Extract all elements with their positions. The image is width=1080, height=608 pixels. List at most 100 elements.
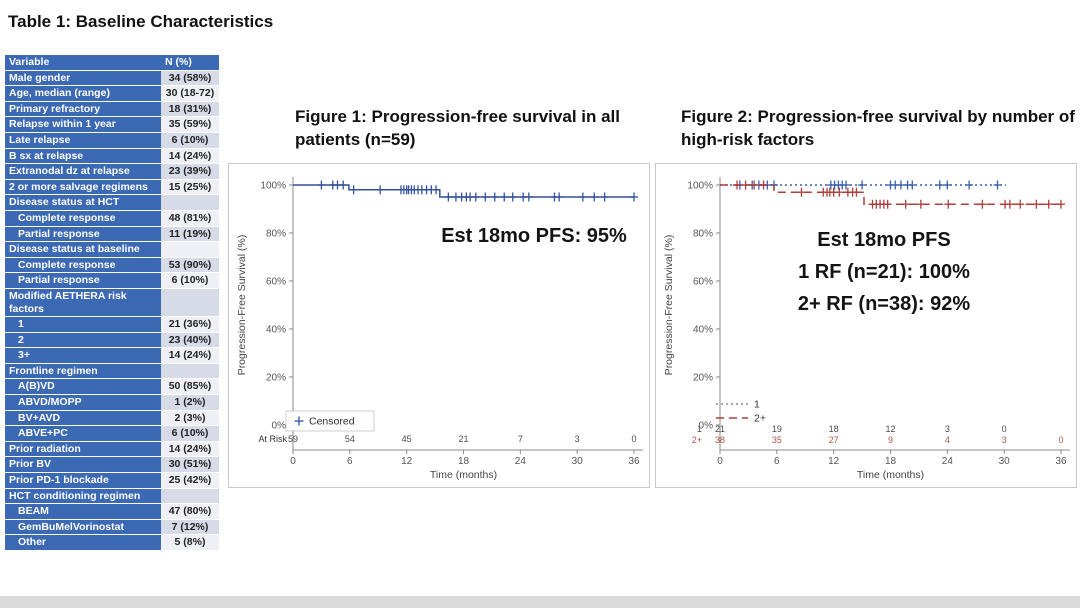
table-row: 2 23 (40%) <box>5 332 219 349</box>
x-tick-label: 12 <box>401 456 413 467</box>
at-risk-value: 0 <box>1058 435 1063 445</box>
bottom-bar <box>0 596 1080 608</box>
table-row-label: Prior BV <box>5 456 161 474</box>
table-row-value: 48 (81%) <box>161 210 219 227</box>
table-row-value: 6 (10%) <box>161 132 219 149</box>
at-risk-value: 9 <box>888 435 893 445</box>
table-row: 3+ 14 (24%) <box>5 347 219 364</box>
y-axis-title: Progression-Free Survival (%) <box>236 235 248 376</box>
table-row-value: 34 (58%) <box>161 70 219 87</box>
table-row-value: 35 (59%) <box>161 116 219 133</box>
table-row-label: Partial response <box>5 272 161 289</box>
x-tick-label: 0 <box>290 456 296 467</box>
table-row: Prior PD-1 blockade 25 (42%) <box>5 472 219 489</box>
at-risk-value: 19 <box>772 424 782 434</box>
at-risk-row-label: 1 <box>697 424 702 434</box>
y-tick-label: 0% <box>272 421 287 432</box>
table-row-label: Relapse within 1 year <box>5 116 161 133</box>
table-row-label: 2 or more salvage regimens <box>5 179 161 196</box>
table-row-value <box>161 241 219 258</box>
table-row: Other 5 (8%) <box>5 534 219 551</box>
legend-label: Censored <box>309 416 355 428</box>
at-risk-value: 12 <box>885 424 895 434</box>
table-row-value: 18 (31%) <box>161 101 219 118</box>
at-risk-value: 3 <box>1002 435 1007 445</box>
at-risk-value: 3 <box>575 434 580 444</box>
legend-label: 1 <box>754 399 760 411</box>
x-axis-title: Time (months) <box>857 469 924 481</box>
table-row: Disease status at baseline <box>5 241 219 258</box>
table-row-label: A(B)VD <box>5 378 161 396</box>
table-row-value: 7 (12%) <box>161 519 219 536</box>
x-tick-label: 30 <box>572 456 584 467</box>
table-row-value: 47 (80%) <box>161 503 219 520</box>
table-row: Disease status at HCT <box>5 194 219 211</box>
table-row: Extranodal dz at relapse 23 (39%) <box>5 163 219 180</box>
table-row-value <box>161 194 219 211</box>
y-tick-label: 20% <box>693 373 713 384</box>
at-risk-value: 3 <box>945 424 950 434</box>
y-tick-label: 20% <box>266 373 286 384</box>
table-row-value: 25 (42%) <box>161 472 219 489</box>
table-row: Prior radiation 14 (24%) <box>5 441 219 458</box>
at-risk-value: 27 <box>829 435 839 445</box>
y-tick-label: 100% <box>260 181 286 192</box>
at-risk-value: 0 <box>631 434 636 444</box>
table-row-value <box>161 288 219 318</box>
at-risk-value: 59 <box>288 434 298 444</box>
annotation-line: 1 RF (n=21): 100% <box>798 261 970 283</box>
table-row: Complete response 53 (90%) <box>5 257 219 274</box>
at-risk-value: 35 <box>772 435 782 445</box>
table-row-value: 23 (40%) <box>161 332 219 349</box>
at-risk-label: At Risk <box>258 434 287 444</box>
table-row-value: 14 (24%) <box>161 148 219 165</box>
at-risk-value: 0 <box>1002 424 1007 434</box>
table-row: Relapse within 1 year 35 (59%) <box>5 116 219 133</box>
table-row-label: 2 <box>5 332 161 349</box>
x-tick-label: 6 <box>347 456 353 467</box>
table-row: A(B)VD 50 (85%) <box>5 378 219 396</box>
y-tick-label: 80% <box>266 229 286 240</box>
table-row: BEAM 47 (80%) <box>5 503 219 520</box>
table-row-label: Prior PD-1 blockade <box>5 472 161 489</box>
baseline-table-container: Variable N (%) Male gender 34 (58%) Age, m… <box>5 55 219 551</box>
x-tick-label: 18 <box>458 456 470 467</box>
table-row-label: ABVD/MOPP <box>5 394 161 411</box>
table-row-value: 30 (51%) <box>161 456 219 474</box>
annotation-line: Est 18mo PFS: 95% <box>441 225 627 247</box>
y-tick-label: 40% <box>693 325 713 336</box>
x-tick-label: 6 <box>774 456 780 467</box>
table-row: Primary refractory 18 (31%) <box>5 101 219 118</box>
table-row: B sx at relapse 14 (24%) <box>5 148 219 165</box>
y-tick-label: 60% <box>693 277 713 288</box>
table-section-label: Disease status at baseline <box>5 241 161 258</box>
x-tick-label: 30 <box>999 456 1011 467</box>
table-row: BV+AVD 2 (3%) <box>5 410 219 427</box>
figure2-title: Figure 2: Progression-free survival by n… <box>681 107 1075 149</box>
table-row: Prior BV 30 (51%) <box>5 456 219 474</box>
table-row-value: 21 (36%) <box>161 316 219 333</box>
y-tick-label: 0% <box>699 421 714 432</box>
x-tick-label: 24 <box>942 456 954 467</box>
table-title: Table 1: Baseline Characteristics <box>8 12 274 31</box>
table-header-variable: Variable <box>5 55 161 71</box>
table-row-label: Other <box>5 534 161 551</box>
x-tick-label: 36 <box>1055 456 1067 467</box>
table-row-label: B sx at relapse <box>5 148 161 165</box>
y-axis-title: Progression-Free Survival (%) <box>663 235 675 376</box>
legend-box <box>285 410 375 432</box>
table-row-value: 11 (19%) <box>161 226 219 243</box>
figure2-panel: 100% 80% 60% 40% 20% 0% 0 6 12 18 24 30 36 Time (mont… <box>655 163 1077 488</box>
at-risk-value: 21 <box>715 424 725 434</box>
table-row-value: 1 (2%) <box>161 394 219 411</box>
table-row-value: 14 (24%) <box>161 347 219 364</box>
annotation-line: 2+ RF (n=38): 92% <box>798 293 971 315</box>
table-row: Frontline regimen <box>5 363 219 380</box>
table-row-label: Complete response <box>5 210 161 227</box>
figure1-title: Figure 1: Progression-free survival in a… <box>295 107 620 149</box>
table-row: ABVE+PC 6 (10%) <box>5 425 219 442</box>
table-row-label: Primary refractory <box>5 101 161 118</box>
y-tick-label: 100% <box>687 181 713 192</box>
at-risk-value: 45 <box>402 434 412 444</box>
